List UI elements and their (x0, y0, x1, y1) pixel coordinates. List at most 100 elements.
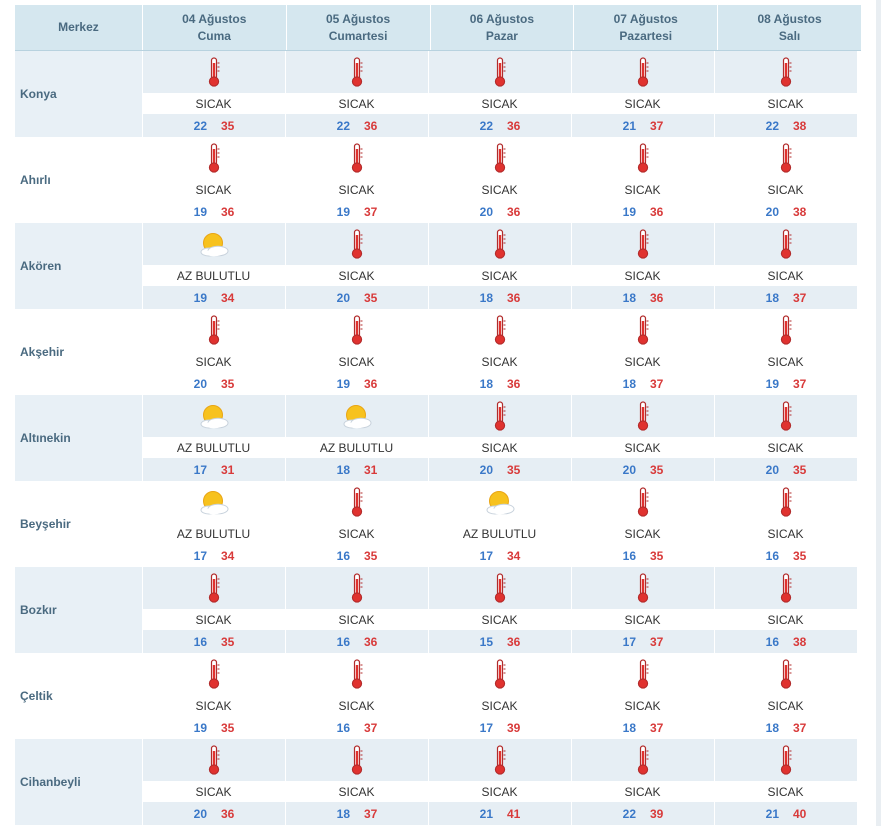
condition-label: SICAK (714, 179, 857, 200)
city-name[interactable]: Akören (15, 223, 142, 309)
condition-label: SICAK (428, 351, 571, 372)
temperature-range: 19 36 (285, 372, 428, 395)
forecast-cell: SICAK 18 36 (428, 309, 571, 395)
weather-icon-zone (571, 481, 714, 523)
weather-icon-zone (714, 653, 857, 695)
condition-label: SICAK (285, 351, 428, 372)
thermometer-icon (207, 659, 221, 689)
forecast-cell: SICAK 16 35 (571, 481, 714, 567)
thermometer-icon (493, 401, 507, 431)
forecast-cell: SICAK 22 39 (571, 739, 714, 825)
thermometer-icon (207, 57, 221, 87)
max-temperature: 35 (221, 376, 235, 391)
table-row: Çeltik SICAK 19 35 SICAK 16 37 SICAK 17 39 SICAK 18… (15, 653, 861, 739)
condition-label: SICAK (428, 609, 571, 630)
max-temperature: 37 (364, 806, 378, 821)
forecast-cell: SICAK 20 35 (571, 395, 714, 481)
max-temperature: 38 (793, 204, 807, 219)
city-name[interactable]: Beyşehir (15, 481, 142, 567)
max-temperature: 35 (221, 118, 235, 133)
weather-icon-zone (714, 481, 857, 523)
weather-icon-zone (142, 739, 285, 781)
city-name[interactable]: Ahırlı (15, 137, 142, 223)
thermometer-icon (493, 573, 507, 603)
min-temperature: 22 (479, 118, 493, 133)
condition-label: SICAK (142, 93, 285, 114)
max-temperature: 35 (221, 634, 235, 649)
condition-label: SICAK (142, 179, 285, 200)
weather-icon-zone (142, 481, 285, 523)
forecast-cell: SICAK 19 36 (142, 137, 285, 223)
min-temperature: 19 (193, 290, 207, 305)
weather-icon-zone (142, 653, 285, 695)
forecast-cell: AZ BULUTLU 18 31 (285, 395, 428, 481)
condition-label: SICAK (571, 93, 714, 114)
thermometer-icon (779, 659, 793, 689)
condition-label: SICAK (142, 609, 285, 630)
condition-label: SICAK (714, 93, 857, 114)
thermometer-icon (350, 315, 364, 345)
max-temperature: 36 (507, 376, 521, 391)
temperature-range: 20 35 (714, 458, 857, 481)
temperature-range: 16 35 (571, 544, 714, 567)
min-temperature: 22 (622, 806, 636, 821)
thermometer-icon (779, 745, 793, 775)
max-temperature: 37 (650, 376, 664, 391)
temperature-range: 20 38 (714, 200, 857, 223)
min-temperature: 20 (193, 376, 207, 391)
min-temperature: 18 (479, 290, 493, 305)
forecast-cell: SICAK 21 37 (571, 51, 714, 137)
weather-icon-zone (571, 567, 714, 609)
temperature-range: 16 36 (285, 630, 428, 653)
forecast-cell: SICAK 22 36 (428, 51, 571, 137)
temperature-range: 20 36 (428, 200, 571, 223)
weather-icon-zone (142, 223, 285, 265)
weather-icon-zone (571, 51, 714, 93)
weather-icon-zone (285, 395, 428, 437)
temperature-range: 19 34 (142, 286, 285, 309)
temperature-range: 20 35 (571, 458, 714, 481)
thermometer-icon (207, 315, 221, 345)
forecast-cell: AZ BULUTLU 17 34 (142, 481, 285, 567)
thermometer-icon (207, 745, 221, 775)
thermometer-icon (636, 57, 650, 87)
temperature-range: 18 37 (714, 286, 857, 309)
max-temperature: 36 (221, 806, 235, 821)
temperature-range: 17 39 (428, 716, 571, 739)
forecast-cell: SICAK 20 35 (142, 309, 285, 395)
forecast-cell: SICAK 20 36 (428, 137, 571, 223)
city-name[interactable]: Cihanbeyli (15, 739, 142, 825)
condition-label: SICAK (285, 179, 428, 200)
thermometer-icon (779, 229, 793, 259)
table-row: Cihanbeyli SICAK 20 36 SICAK 18 37 SICAK 21 41 SIC… (15, 739, 861, 825)
city-name[interactable]: Altınekin (15, 395, 142, 481)
min-temperature: 16 (336, 634, 350, 649)
header-date: 04 Ağustos (182, 11, 247, 26)
min-temperature: 18 (622, 376, 636, 391)
forecast-cell: AZ BULUTLU 19 34 (142, 223, 285, 309)
thermometer-icon (493, 143, 507, 173)
city-name[interactable]: Konya (15, 51, 142, 137)
temperature-range: 17 31 (142, 458, 285, 481)
forecast-cell: SICAK 19 37 (285, 137, 428, 223)
forecast-cell: SICAK 15 36 (428, 567, 571, 653)
condition-label: SICAK (714, 351, 857, 372)
thermometer-icon (636, 143, 650, 173)
min-temperature: 18 (765, 290, 779, 305)
city-name[interactable]: Çeltik (15, 653, 142, 739)
thermometer-icon (350, 745, 364, 775)
temperature-range: 18 31 (285, 458, 428, 481)
max-temperature: 35 (793, 462, 807, 477)
forecast-cell: AZ BULUTLU 17 31 (142, 395, 285, 481)
temperature-range: 18 36 (428, 372, 571, 395)
condition-label: SICAK (571, 265, 714, 286)
city-name[interactable]: Bozkır (15, 567, 142, 653)
thermometer-icon (636, 487, 650, 517)
weather-icon-zone (428, 567, 571, 609)
weather-icon-zone (571, 653, 714, 695)
condition-label: SICAK (714, 265, 857, 286)
min-temperature: 20 (622, 462, 636, 477)
max-temperature: 34 (221, 290, 235, 305)
max-temperature: 35 (507, 462, 521, 477)
city-name[interactable]: Akşehir (15, 309, 142, 395)
